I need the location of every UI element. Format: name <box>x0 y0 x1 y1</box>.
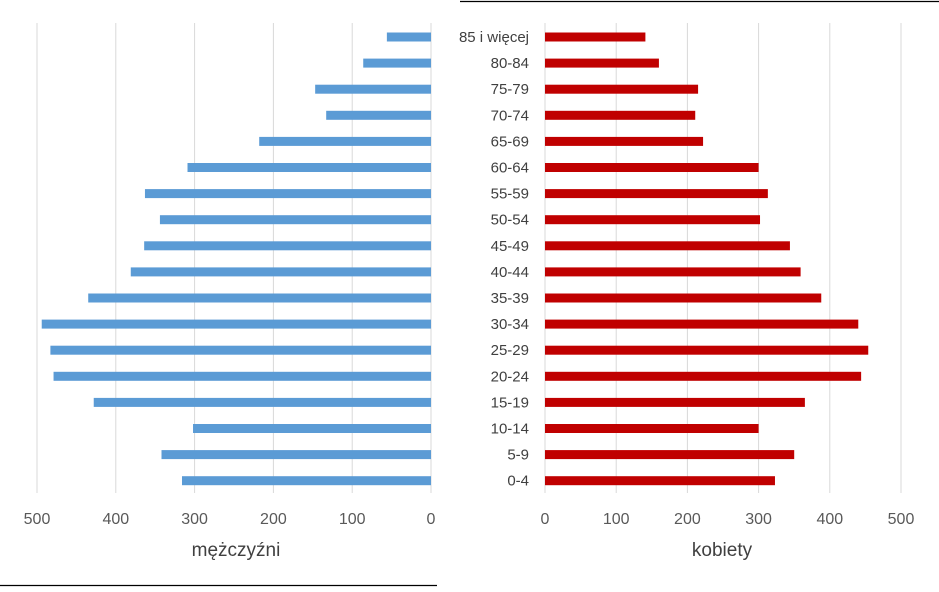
male-bar <box>386 32 431 42</box>
female-bar <box>545 450 795 460</box>
age-group-label: 10-14 <box>491 421 529 438</box>
male-bar <box>50 345 432 355</box>
age-group-label: 5-9 <box>507 447 529 464</box>
age-group-label: 20-24 <box>491 368 529 385</box>
male-bar <box>193 424 431 433</box>
right-x-tick-label: 200 <box>674 511 701 528</box>
male-bar <box>41 319 432 329</box>
age-group-label: 85 i więcej <box>459 29 529 46</box>
male-bar <box>161 450 431 460</box>
female-bar <box>545 319 859 329</box>
right-x-tick-label: 400 <box>816 511 843 528</box>
gridlines <box>36 23 902 493</box>
left-x-tick-label: 500 <box>24 511 51 528</box>
male-bar <box>315 84 431 94</box>
left-x-tick-label: 0 <box>427 511 436 528</box>
female-bar <box>545 32 646 42</box>
male-bar <box>144 241 431 251</box>
male-bar <box>144 189 431 199</box>
female-bar <box>545 424 759 433</box>
right-x-tick-label: 300 <box>745 511 772 528</box>
age-group-label: 45-49 <box>491 238 529 255</box>
male-bar <box>326 110 431 120</box>
female-bar <box>545 345 869 355</box>
female-bar <box>545 84 699 94</box>
male-bar <box>130 267 431 277</box>
age-group-label: 70-74 <box>491 107 529 124</box>
female-bar <box>545 371 862 381</box>
female-bar <box>545 136 704 146</box>
male-bar <box>53 371 431 381</box>
female-bar <box>545 476 775 486</box>
age-group-label: 50-54 <box>491 212 529 229</box>
right-x-tick-label: 0 <box>541 511 550 528</box>
male-bar <box>259 136 431 146</box>
labels: 0 0 100 100 200 200 300 300 400 400 500 500 85 i wię… <box>24 29 915 528</box>
male-bar <box>93 397 432 407</box>
female-bar <box>545 267 801 277</box>
left-axis-title: mężczyźni <box>192 540 281 561</box>
bars <box>41 32 869 486</box>
female-bar <box>545 110 696 120</box>
male-bar <box>181 476 431 486</box>
female-bar <box>545 215 761 225</box>
age-group-label: 80-84 <box>491 55 529 72</box>
right-x-tick-label: 500 <box>888 511 915 528</box>
female-bar <box>545 293 822 303</box>
age-group-label: 35-39 <box>491 290 529 307</box>
female-bar <box>545 58 659 68</box>
left-x-tick-label: 300 <box>181 511 208 528</box>
female-bar <box>545 397 805 407</box>
female-bar <box>545 241 790 251</box>
age-group-label: 55-59 <box>491 186 529 203</box>
male-bar <box>187 163 431 172</box>
female-bar <box>545 189 768 199</box>
age-group-label: 25-29 <box>491 342 529 359</box>
left-x-tick-label: 200 <box>260 511 287 528</box>
right-x-tick-label: 100 <box>603 511 630 528</box>
age-group-label: 75-79 <box>491 81 529 98</box>
age-group-label: 40-44 <box>491 264 529 281</box>
male-bar <box>88 293 431 303</box>
male-bar <box>159 215 432 225</box>
age-group-label: 15-19 <box>491 394 529 411</box>
age-group-label: 65-69 <box>491 133 529 150</box>
age-group-label: 30-34 <box>491 316 529 333</box>
age-group-label: 0-4 <box>507 473 529 490</box>
female-bar <box>545 163 759 172</box>
right-axis-title: kobiety <box>692 540 753 561</box>
left-x-tick-label: 400 <box>102 511 129 528</box>
left-x-tick-label: 100 <box>339 511 366 528</box>
male-bar <box>363 58 431 68</box>
age-group-label: 60-64 <box>491 160 529 177</box>
